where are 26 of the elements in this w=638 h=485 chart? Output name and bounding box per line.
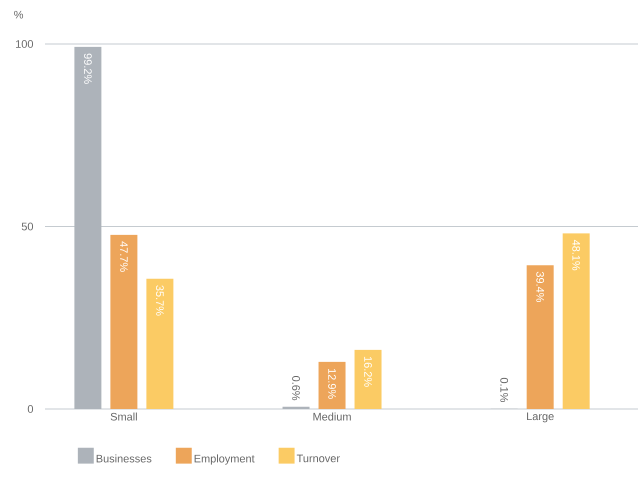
data-label: 0.1% xyxy=(500,378,508,402)
y-axis-title: % xyxy=(14,10,24,18)
legend-label: Businesses xyxy=(96,454,152,462)
x-tick-label: Medium xyxy=(313,412,351,421)
data-label: 16.2% xyxy=(364,356,372,387)
data-label: 48.1% xyxy=(572,240,580,270)
y-tick-label: 100 xyxy=(16,40,34,48)
bar xyxy=(526,265,554,409)
data-label: 47.7% xyxy=(120,241,128,272)
legend-label: Turnover xyxy=(296,454,340,462)
data-label: 0.6% xyxy=(292,376,300,400)
y-tick-label: 0 xyxy=(28,405,34,413)
bar xyxy=(146,278,174,409)
bar xyxy=(110,234,138,409)
x-tick-label: Small xyxy=(110,412,137,421)
legend-label: Employment xyxy=(194,454,255,465)
x-tick-label: Large xyxy=(527,412,554,422)
bar xyxy=(318,362,346,409)
data-label: 99.2% xyxy=(84,54,92,84)
bar xyxy=(562,233,590,409)
y-tick-label: 50 xyxy=(22,222,34,230)
data-label: 39.4% xyxy=(536,272,544,302)
bar xyxy=(74,46,102,409)
bar xyxy=(354,350,382,409)
data-label: 35.7% xyxy=(156,285,164,316)
data-label: 12.9% xyxy=(328,368,336,399)
